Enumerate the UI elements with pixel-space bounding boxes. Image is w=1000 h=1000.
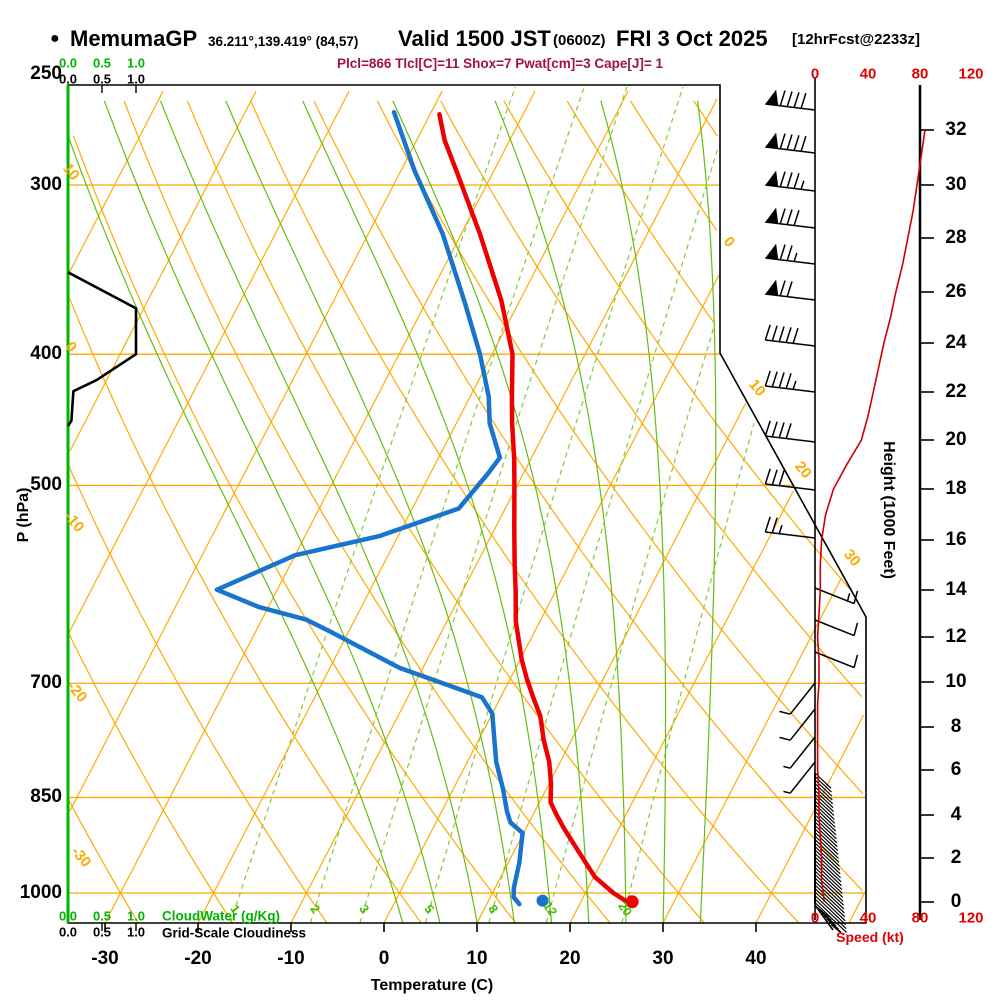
temperature-axis-title: Temperature (C) bbox=[370, 977, 494, 994]
speed-tick-label-bottom: 120 bbox=[958, 909, 984, 927]
gridscale-scale-tick-top: 0.5 bbox=[92, 71, 112, 87]
valid-date: FRI 3 Oct 2025 bbox=[616, 26, 768, 51]
pressure-axis-title: P (hPa) bbox=[15, 487, 32, 543]
cloudwater-scale-tick-top: 1.0 bbox=[126, 55, 146, 71]
speed-tick-label-top: 0 bbox=[810, 65, 820, 83]
height-tick-label: 4 bbox=[950, 804, 962, 825]
pressure-tick-label: 850 bbox=[30, 786, 62, 807]
height-tick-label: 16 bbox=[945, 529, 967, 550]
height-tick-label: 22 bbox=[945, 381, 967, 402]
height-tick-label: 14 bbox=[945, 579, 967, 600]
cloudwater-scale-tick-top: 0.5 bbox=[92, 55, 112, 71]
gridscale-scale-tick-bottom: 1.0 bbox=[126, 924, 146, 940]
height-tick-label: 28 bbox=[945, 227, 967, 248]
station-bullet-icon: ● bbox=[50, 30, 60, 47]
height-tick-label: 6 bbox=[950, 759, 962, 780]
height-tick-label: 26 bbox=[945, 281, 967, 302]
temperature-tick-label: 10 bbox=[466, 948, 488, 969]
cloudwater-scale-tick-top: 0.0 bbox=[58, 55, 78, 71]
gridscale-scale-tick-top: 0.0 bbox=[58, 71, 78, 87]
pressure-tick-label: 250 bbox=[30, 63, 62, 84]
height-tick-label: 2 bbox=[950, 847, 962, 868]
height-tick-label: 32 bbox=[945, 119, 967, 140]
gridscale-scale-tick-bottom: 0.0 bbox=[58, 924, 78, 940]
station-coords: 36.211°,139.419° (84,57) bbox=[208, 34, 359, 49]
height-axis-title: Height (1000 Feet) bbox=[880, 441, 897, 579]
gridscale-scale-title: Grid-Scale Cloudiness bbox=[162, 925, 307, 941]
temperature-tick-label: 20 bbox=[559, 948, 581, 969]
height-tick-label: 8 bbox=[950, 716, 962, 737]
height-tick-label: 18 bbox=[945, 478, 967, 499]
speed-tick-label-top: 80 bbox=[911, 65, 929, 83]
pressure-tick-label: 300 bbox=[30, 174, 62, 195]
height-tick-label: 24 bbox=[945, 332, 967, 353]
cloudwater-scale-tick-bottom: 0.0 bbox=[58, 908, 78, 924]
cloudwater-scale-title: CloudWater (g/Kg) bbox=[162, 908, 280, 924]
temperature-tick-label: -20 bbox=[184, 948, 212, 969]
gridscale-scale-tick-top: 1.0 bbox=[126, 71, 146, 87]
forecast-lead-info: [12hrFcst@2233z] bbox=[792, 31, 921, 48]
pressure-tick-label: 1000 bbox=[19, 882, 62, 903]
temperature-tick-label: 0 bbox=[378, 948, 390, 969]
speed-tick-label-top: 120 bbox=[958, 65, 984, 83]
speed-tick-label-bottom: 40 bbox=[859, 909, 877, 927]
height-tick-label: 10 bbox=[945, 671, 967, 692]
speed-tick-label-bottom: 80 bbox=[911, 909, 929, 927]
station-name: MemumaGP bbox=[70, 26, 198, 51]
temperature-tick-label: 30 bbox=[652, 948, 674, 969]
temperature-tick-label: -10 bbox=[277, 948, 305, 969]
speed-axis-title: Speed (kt) bbox=[836, 929, 904, 945]
valid-time: Valid 1500 JST bbox=[398, 26, 551, 51]
height-tick-label: 0 bbox=[950, 891, 962, 912]
pressure-tick-label: 700 bbox=[30, 672, 62, 693]
cloudwater-scale-tick-bottom: 0.5 bbox=[92, 908, 112, 924]
speed-tick-label-top: 40 bbox=[859, 65, 877, 83]
cloudwater-scale-tick-bottom: 1.0 bbox=[126, 908, 146, 924]
stability-indices: Plcl=866 Tlcl[C]=11 Shox=7 Pwat[cm]=3 Ca… bbox=[337, 56, 664, 71]
gridscale-scale-tick-bottom: 0.5 bbox=[92, 924, 112, 940]
pressure-tick-label: 500 bbox=[30, 474, 62, 495]
height-tick-label: 12 bbox=[945, 626, 967, 647]
pressure-tick-label: 400 bbox=[30, 343, 62, 364]
height-tick-label: 20 bbox=[945, 429, 967, 450]
temperature-tick-label: 40 bbox=[745, 948, 767, 969]
valid-time-utc: (0600Z) bbox=[553, 32, 606, 49]
temperature-tick-label: -30 bbox=[91, 948, 119, 969]
speed-tick-label-bottom: 0 bbox=[810, 909, 820, 927]
height-tick-label: 30 bbox=[945, 174, 967, 195]
